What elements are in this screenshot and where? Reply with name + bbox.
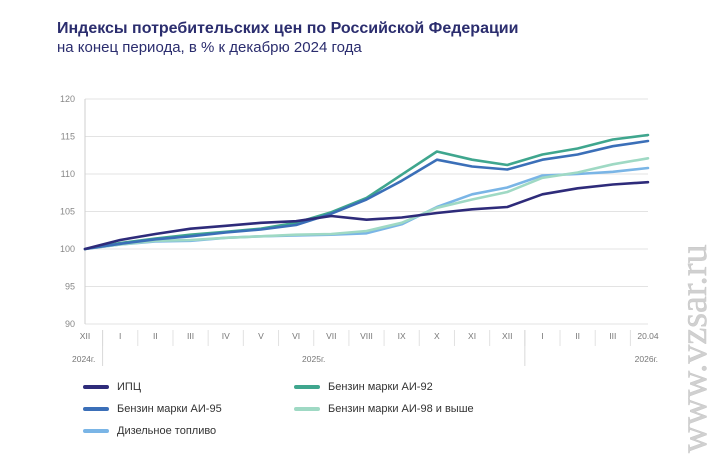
year-label: 2025г. (302, 354, 325, 364)
x-tick-label: VIII (360, 331, 373, 341)
series-line (83, 139, 650, 251)
legend-swatch (83, 407, 109, 411)
y-tick-label: 115 (61, 132, 75, 142)
x-tick-label: II (153, 331, 158, 341)
legend-swatch (294, 407, 320, 411)
watermark-text: www.vzsar.ru (673, 244, 715, 453)
legend-item: Бензин марки АИ-92 (294, 381, 433, 393)
series-line (83, 157, 650, 251)
legend-label: Дизельное топливо (117, 425, 217, 437)
y-tick-label: 95 (65, 282, 75, 292)
x-tick-label: III (187, 331, 194, 341)
year-label: 2026г. (635, 354, 658, 364)
legend-label: ИПЦ (117, 381, 141, 393)
legend-label: Бензин марки АИ-92 (328, 381, 433, 393)
legend-swatch (83, 385, 109, 389)
y-tick-label: 110 (61, 169, 75, 179)
chart-title: Индексы потребительских цен по Российско… (57, 20, 519, 37)
x-tick-label: XII (80, 331, 90, 341)
legend-label: Бензин марки АИ-98 и выше (328, 403, 474, 415)
legend-item: Бензин марки АИ-95 (83, 403, 222, 415)
x-tick-label: X (434, 331, 440, 341)
x-tick-label: XII (502, 331, 512, 341)
chart-subtitle: на конец периода, в % к декабрю 2024 год… (57, 39, 362, 56)
x-tick-label: VII (326, 331, 336, 341)
x-tick-label: II (575, 331, 580, 341)
legend-item: ИПЦ (83, 381, 141, 393)
legend-label: Бензин марки АИ-95 (117, 403, 222, 415)
watermark: www.vzsar.ru (673, 244, 716, 453)
y-tick-label: 120 (60, 94, 75, 104)
x-tick-label: III (609, 331, 616, 341)
x-tick-label: I (541, 331, 543, 341)
legend-item: Бензин марки АИ-98 и выше (294, 403, 474, 415)
legend-swatch (83, 429, 109, 433)
legend-swatch (294, 385, 320, 389)
x-tick-label: I (119, 331, 121, 341)
series-line (83, 133, 650, 251)
x-tick-label: XI (468, 331, 476, 341)
y-tick-label: 100 (60, 244, 75, 254)
series-line (83, 180, 650, 251)
y-tick-label: 90 (65, 319, 75, 329)
y-tick-label: 105 (60, 207, 75, 217)
x-tick-label: V (258, 331, 264, 341)
x-tick-label: VI (292, 331, 300, 341)
x-tick-label: IX (398, 331, 406, 341)
legend-item: Дизельное топливо (83, 425, 216, 437)
x-tick-label: 20.04 (637, 331, 659, 341)
year-label: 2024г. (72, 354, 95, 364)
x-tick-label: IV (222, 331, 230, 341)
